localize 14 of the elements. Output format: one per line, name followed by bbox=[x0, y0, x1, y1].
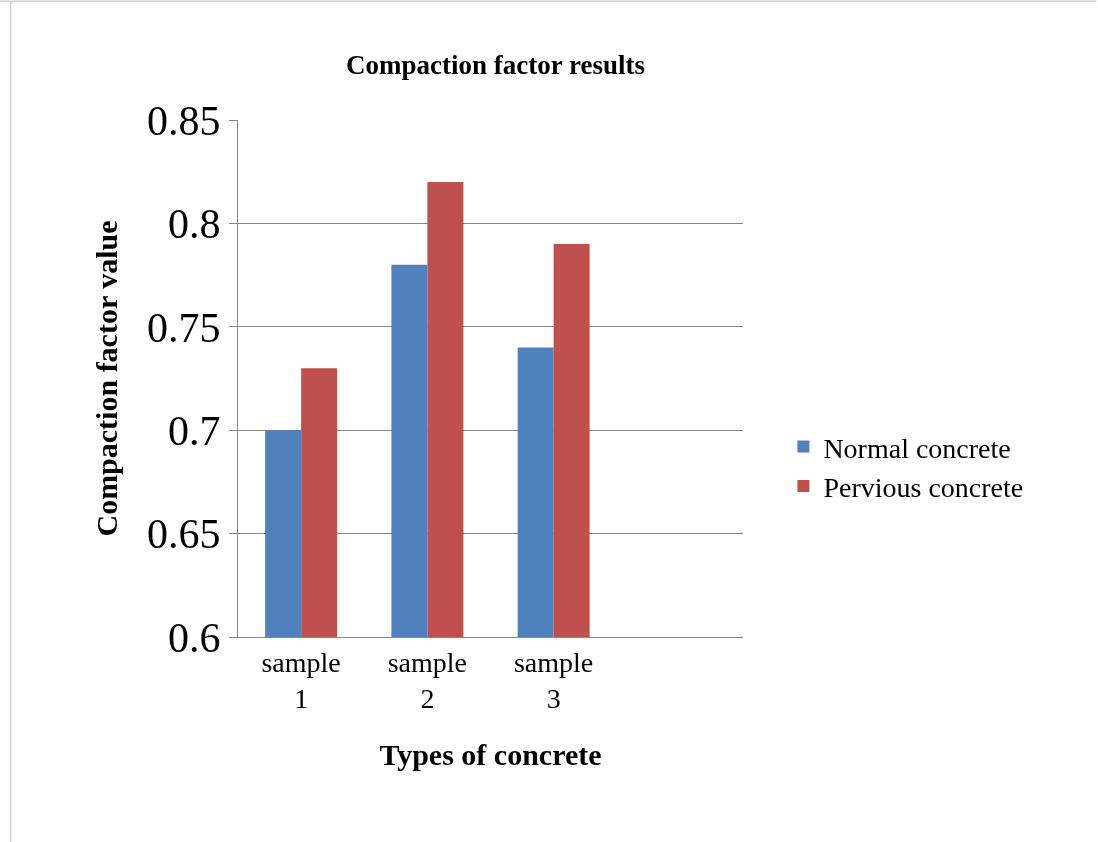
x-tick-label: sample 2 bbox=[387, 646, 468, 714]
y-tick-label: 0.6 bbox=[168, 614, 221, 661]
y-tick-label: 0.75 bbox=[147, 304, 221, 351]
chart-title: Compaction factor results bbox=[346, 49, 646, 80]
y-tick-label: 0.8 bbox=[168, 201, 221, 248]
x-tick-label: sample 1 bbox=[261, 646, 341, 714]
x-axis-title: Types of concrete bbox=[379, 737, 602, 771]
y-axis-title: Compaction factor value bbox=[90, 220, 124, 537]
y-tick-label: 0.85 bbox=[147, 97, 221, 144]
y-tick-label: 0.65 bbox=[147, 511, 221, 558]
legend-label: Normal concrete bbox=[823, 432, 1011, 464]
y-tick-label: 0.7 bbox=[168, 407, 221, 454]
x-tick-label: sample 3 bbox=[513, 646, 594, 714]
legend-label: Pervious concrete bbox=[823, 471, 1024, 503]
